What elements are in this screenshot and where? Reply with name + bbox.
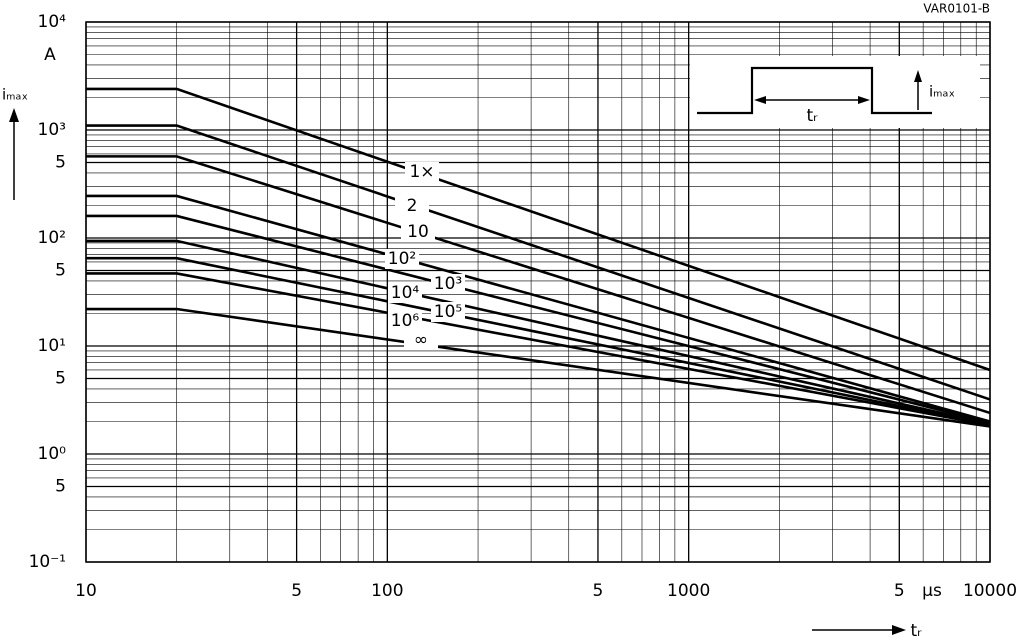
y-tick-label: 5 [55, 153, 66, 173]
curve-label: 2 [407, 196, 418, 216]
curve-label-background [388, 311, 422, 331]
curve [86, 194, 991, 423]
curve-label-background [431, 302, 465, 322]
curve-label-background [405, 162, 439, 182]
y-tick-label: 10² [38, 228, 66, 248]
curve-label: 10⁶ [391, 311, 420, 331]
y-tick-label: 10³ [38, 120, 66, 140]
arrow-head [754, 96, 766, 104]
curve-label-background [388, 283, 422, 303]
arrow-head [914, 70, 922, 82]
curve-label-background [385, 249, 419, 269]
y-tick-label: 5 [55, 261, 66, 281]
curve-label: 10⁴ [391, 283, 420, 303]
x-tick-label: 10000 [963, 581, 1017, 601]
curve-label: 10 [407, 222, 429, 242]
y-tick-label: 10⁴ [38, 12, 67, 32]
curve-label: 10⁵ [434, 302, 462, 322]
x-arrow-head [892, 625, 906, 635]
curve [86, 256, 991, 426]
curve-label: 10³ [434, 274, 462, 294]
inset-width-label: tᵣ [806, 106, 818, 126]
curve-label-background [431, 274, 465, 294]
curve [86, 272, 991, 427]
y-tick-label: 10¹ [38, 336, 66, 356]
curve [86, 87, 991, 372]
y-unit: A [44, 45, 56, 65]
y-tick-label: 10⁻¹ [29, 552, 66, 572]
curve [86, 155, 991, 415]
y-tick-label: 5 [55, 369, 66, 389]
arrow-head [858, 96, 870, 104]
x-tick-label: 100 [371, 581, 403, 601]
x-axis-label: tᵣ [910, 621, 922, 641]
labels: 10 5 100 5 1000 5 10000 10⁴ 10³ 5 10² 5 10¹ 5 10⁰ 5 10⁻¹… [29, 12, 1017, 601]
y-tick-label: 10⁰ [38, 444, 67, 464]
x-tick-label: 10 [75, 581, 97, 601]
curve [86, 307, 991, 428]
figure-code: VAR0101-B [923, 2, 990, 16]
curve [86, 124, 991, 401]
pulse [697, 66, 932, 115]
curves [86, 87, 991, 428]
curve-label-background [404, 330, 438, 350]
x-tick-label: 5 [593, 581, 604, 601]
inset-amplitude-label: iₘₐₓ [929, 83, 955, 101]
x-tick-label: 5 [291, 581, 302, 601]
curve [86, 239, 991, 426]
x-unit: µs [922, 581, 942, 601]
curve [86, 214, 991, 424]
x-tick-label: 5 [894, 581, 905, 601]
curve-label: 10² [388, 249, 416, 269]
x-tick-label: 1000 [667, 581, 710, 601]
curve-label-background [401, 222, 435, 242]
plot-frame [85, 21, 991, 563]
curve-label: ∞ [414, 330, 428, 350]
y-arrow-head [9, 108, 19, 122]
inset: tᵣ iₘₐₓ [690, 56, 980, 128]
y-axis-label: iₘₐₓ [2, 86, 28, 104]
curve-label: 1× [409, 162, 434, 182]
curve-label-background [395, 196, 429, 216]
y-tick-label: 5 [55, 477, 66, 497]
